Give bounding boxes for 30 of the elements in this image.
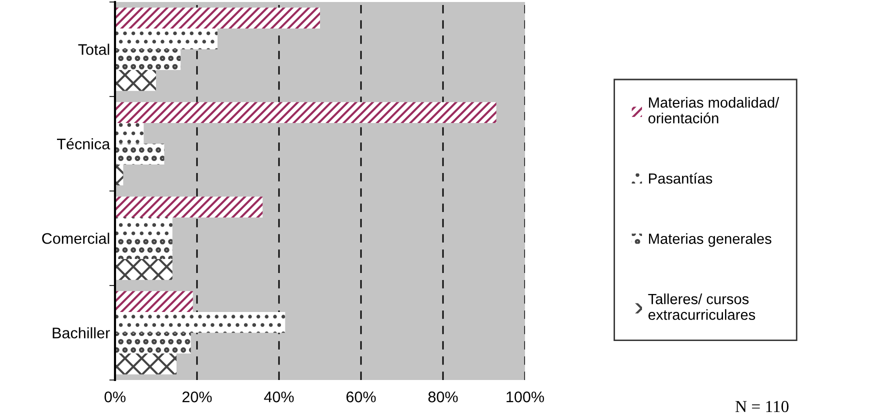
x-tick-label: 0% — [104, 392, 126, 402]
x-tick-label: 100% — [506, 392, 544, 402]
legend-label: Materias modalidad/ orientación — [648, 97, 780, 124]
x-tick-label: 20% — [182, 392, 212, 402]
bar — [115, 332, 191, 354]
y-tick-label: Total — [78, 44, 110, 55]
legend-label: Talleres/ cursos extracurriculares — [648, 293, 756, 320]
bar — [115, 238, 172, 260]
text: N = 110 — [735, 400, 789, 412]
bar — [115, 217, 172, 238]
bar — [115, 144, 164, 165]
legend-label: Materias generales — [649, 233, 772, 247]
x-tick-label: 60% — [346, 392, 376, 402]
bar — [115, 49, 181, 70]
legend-label: Pasantías — [649, 172, 712, 184]
bar — [115, 354, 176, 374]
y-tick-label: Técnica — [56, 138, 110, 150]
bar — [115, 8, 320, 28]
bar — [115, 196, 263, 218]
x-tick-label: 40% — [264, 392, 294, 402]
y-tick-label: Bachiller — [52, 327, 110, 338]
bar — [115, 259, 172, 280]
x-tick-label: 80% — [428, 392, 458, 402]
bar — [115, 122, 144, 144]
bar — [115, 312, 286, 333]
y-tick-label: Comercial — [42, 232, 110, 244]
bar — [115, 102, 496, 123]
bar — [115, 28, 218, 50]
bar — [115, 70, 156, 91]
bar — [115, 291, 193, 312]
